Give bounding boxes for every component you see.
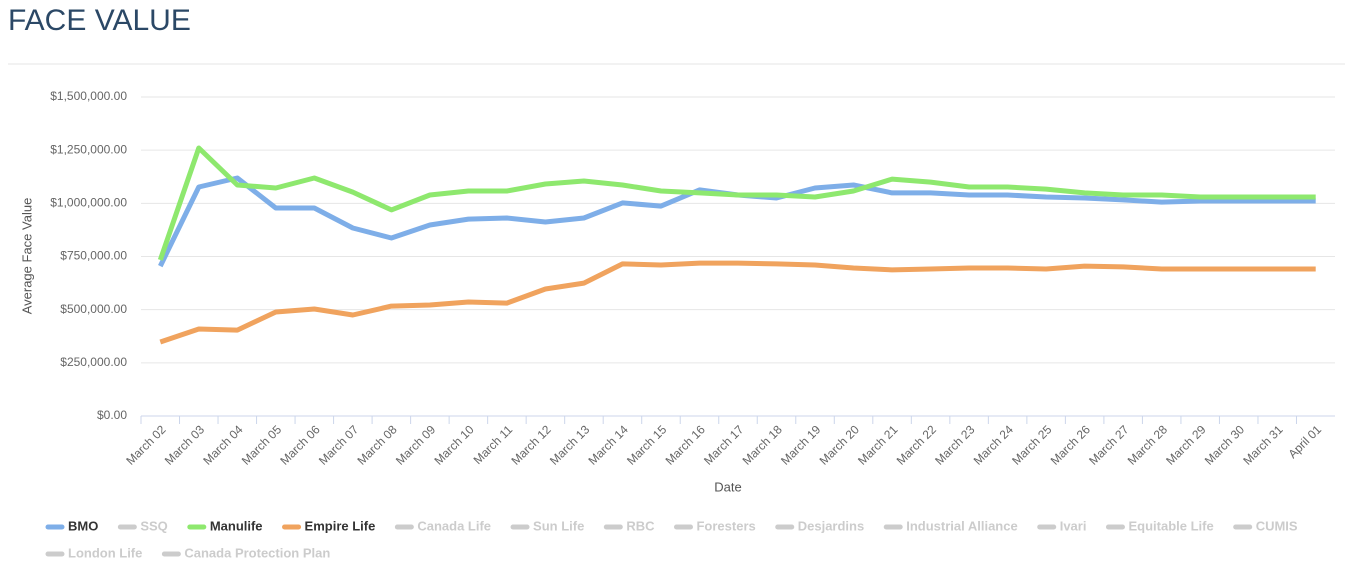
legend-label[interactable]: BMO bbox=[68, 518, 98, 533]
x-tick-label: March 13 bbox=[547, 422, 593, 468]
x-tick-label: March 03 bbox=[162, 422, 208, 468]
legend-label[interactable]: Foresters bbox=[696, 518, 755, 533]
x-tick-label: March 17 bbox=[701, 422, 747, 468]
x-tick-label: March 15 bbox=[624, 422, 670, 468]
y-tick-label: $1,500,000.00 bbox=[50, 89, 127, 103]
y-tick-label: $500,000.00 bbox=[60, 302, 127, 316]
x-tick-label: March 29 bbox=[1163, 422, 1209, 468]
x-tick-label: March 16 bbox=[663, 422, 709, 468]
x-tick-label: March 08 bbox=[354, 422, 400, 468]
x-tick-label: March 11 bbox=[471, 422, 516, 467]
x-tick-label: March 31 bbox=[1240, 422, 1286, 468]
x-tick-label: March 04 bbox=[200, 422, 246, 468]
legend-label[interactable]: RBC bbox=[626, 518, 655, 533]
y-tick-label: $0.00 bbox=[97, 408, 127, 422]
x-tick-label: March 21 bbox=[855, 422, 901, 468]
y-tick-label: $750,000.00 bbox=[60, 249, 127, 263]
x-tick-label: March 27 bbox=[1086, 422, 1132, 468]
x-tick-label: March 02 bbox=[123, 422, 169, 468]
series-line bbox=[157, 145, 1316, 261]
legend-label[interactable]: Empire Life bbox=[305, 518, 376, 533]
x-tick-label: March 07 bbox=[316, 422, 362, 468]
legend-label[interactable]: Manulife bbox=[210, 518, 263, 533]
x-axis-label: Date bbox=[714, 479, 741, 494]
x-tick-label: March 12 bbox=[509, 422, 555, 468]
x-tick-label: March 20 bbox=[817, 422, 863, 468]
x-tick-label: March 23 bbox=[932, 422, 978, 468]
legend-label[interactable]: CUMIS bbox=[1256, 518, 1298, 533]
legend-label[interactable]: SSQ bbox=[140, 518, 167, 533]
y-tick-label: $1,250,000.00 bbox=[50, 142, 127, 156]
series-line bbox=[159, 260, 1316, 345]
legend-label[interactable]: Industrial Alliance bbox=[906, 518, 1018, 533]
x-tick-label: March 25 bbox=[1009, 422, 1055, 468]
x-tick-label: March 28 bbox=[1125, 422, 1171, 468]
y-tick-label: $1,000,000.00 bbox=[50, 196, 127, 210]
y-axis-label: Average Face Value bbox=[19, 198, 34, 315]
x-tick-label: March 10 bbox=[431, 422, 477, 468]
x-tick-label: March 22 bbox=[894, 422, 940, 468]
legend-label[interactable]: Desjardins bbox=[798, 518, 864, 533]
x-tick-label: March 18 bbox=[740, 422, 786, 468]
x-tick-label: March 19 bbox=[778, 422, 824, 468]
x-tick-label: March 09 bbox=[393, 422, 439, 468]
y-tick-label: $250,000.00 bbox=[60, 355, 127, 369]
x-tick-label: March 14 bbox=[586, 422, 632, 468]
x-tick-label: March 24 bbox=[971, 422, 1017, 468]
chart-title: FACE VALUE bbox=[8, 4, 191, 37]
legend-label[interactable]: Equitable Life bbox=[1128, 518, 1213, 533]
x-tick-label: March 26 bbox=[1048, 422, 1094, 468]
x-tick-label: March 06 bbox=[277, 422, 323, 468]
x-tick-label: March 05 bbox=[239, 422, 285, 468]
legend-label[interactable]: London Life bbox=[68, 545, 142, 560]
legend-label[interactable]: Sun Life bbox=[533, 518, 584, 533]
x-tick-label: March 30 bbox=[1202, 422, 1248, 468]
series-line bbox=[158, 175, 1316, 268]
x-tick-label: April 01 bbox=[1285, 422, 1324, 461]
legend-label[interactable]: Canada Protection Plan bbox=[184, 545, 330, 560]
legend-label[interactable]: Canada Life bbox=[417, 518, 491, 533]
legend-label[interactable]: Ivari bbox=[1060, 518, 1087, 533]
